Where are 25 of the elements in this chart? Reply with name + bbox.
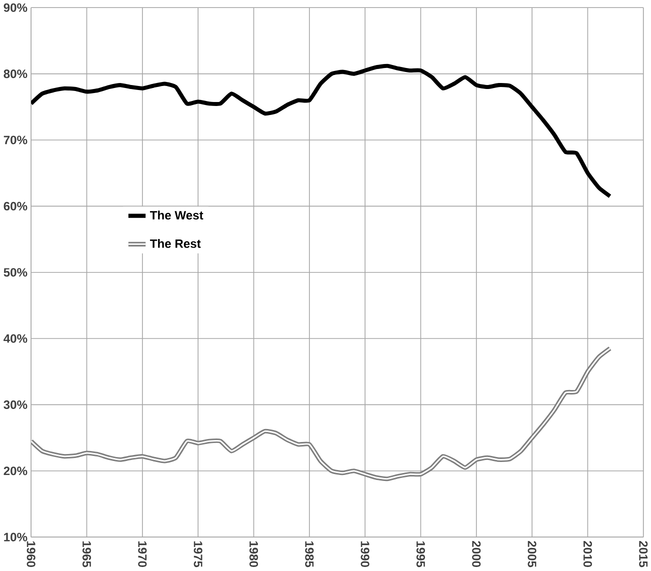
x-tick-label: 1985	[305, 541, 314, 568]
x-tick-label: 2005	[528, 541, 536, 568]
line-series	[31, 64, 612, 198]
y-tick-label: 30%	[4, 400, 28, 410]
x-tick-label: 2015	[639, 541, 648, 568]
legend-label: The West	[150, 210, 204, 220]
x-tick-label: 1990	[360, 541, 370, 568]
y-tick-label: 20%	[4, 466, 28, 476]
y-tick-label: 10%	[4, 532, 28, 542]
x-tick-label: 1975	[194, 541, 202, 568]
legend-label: The Rest	[150, 239, 201, 248]
x-tick-label: 2010	[583, 541, 592, 568]
x-tick-label: 2000	[472, 541, 481, 568]
x-tick-label: 1960	[26, 541, 36, 568]
x-tick-label: 1965	[82, 541, 92, 568]
x-tick-label: 1995	[416, 541, 425, 568]
y-tick-label: 70%	[4, 136, 28, 144]
y-tick-label: 50%	[4, 268, 28, 277]
x-tick-label: 1980	[249, 541, 258, 568]
y-tick-label: 60%	[4, 202, 28, 211]
y-tick-label: 90%	[4, 3, 28, 12]
y-tick-label: 40%	[4, 334, 28, 343]
line-series	[31, 346, 612, 482]
y-tick-label: 80%	[4, 70, 28, 78]
x-tick-label: 1970	[138, 541, 147, 568]
